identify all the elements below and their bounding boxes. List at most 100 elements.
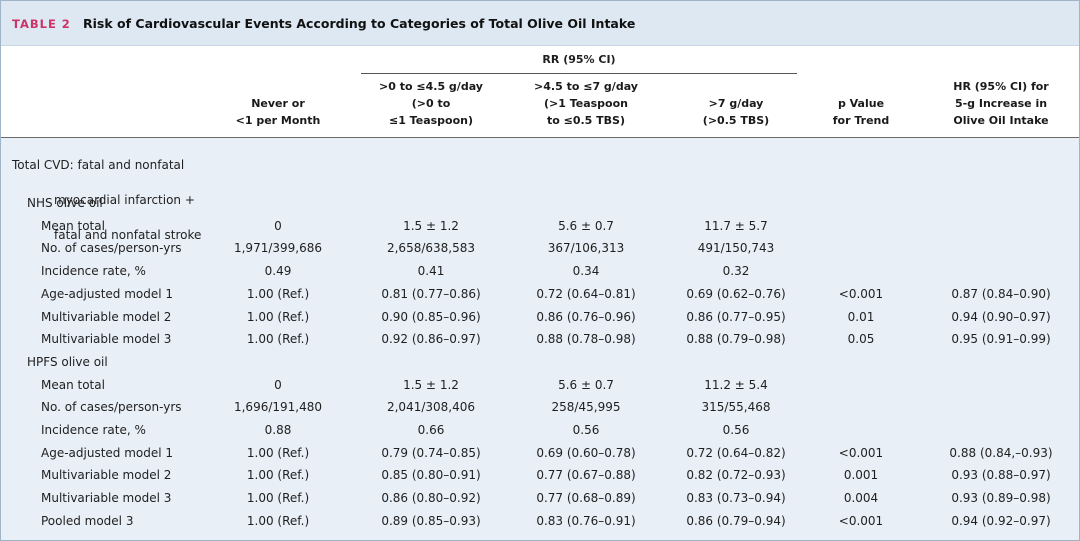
cell-mid: 5.6 ± 0.7 <box>558 377 614 392</box>
col-header-never: Never or <1 per Month <box>235 97 321 127</box>
cell-high: 491/150,743 <box>697 241 775 256</box>
table-row: Multivariable model 3 1.00 (Ref.) 0.86 (0.… <box>1 487 1079 510</box>
cell-mid: 0.77 (0.68–0.89) <box>536 491 636 506</box>
row-label: No. of cases/person-yrs <box>41 241 182 256</box>
table-row: Mean total 0 1.5 ± 1.2 5.6 ± 0.7 11.7 ± 5.7 <box>1 215 1079 238</box>
table-body <box>1 138 1079 540</box>
cell-high: 0.69 (0.62–0.76) <box>686 286 786 301</box>
outcome-label: Total CVD: fatal and nonfatal myocardial… <box>12 139 201 262</box>
section-header-nhs: NHS olive oil <box>1 192 1079 215</box>
cell-mid: 258/45,995 <box>551 400 621 415</box>
table-row: Multivariable model 2 1.00 (Ref.) 0.85 (0.… <box>1 464 1079 487</box>
cell-low: 0.86 (0.80–0.92) <box>381 491 481 506</box>
row-label: Multivariable model 3 <box>41 332 172 347</box>
cell-high: 0.32 <box>722 264 750 279</box>
cell-trend: <0.001 <box>838 513 884 528</box>
cell-low: 0.66 <box>417 423 445 437</box>
cell-never: 1.00 (Ref.) <box>246 309 310 324</box>
row-label: Age-adjusted model 1 <box>41 286 174 301</box>
cell-mid: 0.88 (0.78–0.98) <box>536 332 636 347</box>
row-label: Multivariable model 2 <box>41 309 172 324</box>
cell-low: 0.41 <box>417 264 445 279</box>
table-row: Incidence rate, % 0.88 0.66 0.56 0.56 <box>1 419 1079 442</box>
cell-never: 1.00 (Ref.) <box>246 286 310 301</box>
cell-low: 0.79 (0.74–0.85) <box>381 445 481 460</box>
cell-hr: 0.88 (0.84,–0.93) <box>949 445 1053 460</box>
cell-trend: 0.01 <box>847 309 875 324</box>
rr-group-header: RR (95% CI) <box>542 53 616 66</box>
section-label: NHS olive oil <box>27 196 103 210</box>
cell-never: 1.00 (Ref.) <box>246 491 310 506</box>
outcome-line-1: Total CVD: fatal and nonfatal <box>12 157 185 172</box>
col-header-mid: >4.5 to ≤7 g/day (>1 Teaspoon to ≤0.5 TB… <box>534 80 638 127</box>
table-header <box>1 46 1079 138</box>
cell-hr: 0.94 (0.92–0.97) <box>951 513 1051 528</box>
cell-high: 0.86 (0.77–0.95) <box>686 309 786 324</box>
cell-mid: 0.77 (0.67–0.88) <box>536 468 636 483</box>
cell-high: 0.83 (0.73–0.94) <box>686 491 786 506</box>
cell-hr: 0.95 (0.91–0.99) <box>951 332 1051 347</box>
cell-low: 0.92 (0.86–0.97) <box>381 332 481 347</box>
table-title: Risk of Cardiovascular Events According … <box>83 16 636 31</box>
cell-high: 0.56 <box>722 423 750 437</box>
table-row: Pooled model 3 1.00 (Ref.) 0.89 (0.85–0.93… <box>1 510 1079 533</box>
cell-trend: 0.05 <box>847 332 875 347</box>
cell-never: 0 <box>274 377 282 392</box>
cell-never: 0.88 <box>264 423 292 437</box>
cell-high: 0.88 (0.79–0.98) <box>686 332 786 347</box>
row-label: Age-adjusted model 1 <box>41 445 174 460</box>
cell-high: 0.72 (0.64–0.82) <box>686 445 786 460</box>
cell-low: 0.85 (0.80–0.91) <box>381 468 481 483</box>
section-label: HPFS olive oil <box>27 354 108 369</box>
row-label: Incidence rate, % <box>41 423 146 437</box>
cell-never: 1.00 (Ref.) <box>246 513 310 528</box>
cell-mid: 0.86 (0.76–0.96) <box>536 309 636 324</box>
table-row: No. of cases/person-yrs 1,696/191,480 2,04… <box>1 396 1079 419</box>
table-row: Multivariable model 2 1.00 (Ref.) 0.90 (0.… <box>1 306 1079 329</box>
cell-never: 1,971/399,686 <box>233 241 323 256</box>
cell-mid: 0.72 (0.64–0.81) <box>536 286 636 301</box>
cell-high: 11.2 ± 5.4 <box>704 377 768 392</box>
row-label: Mean total <box>41 377 105 392</box>
cell-never: 0.49 <box>264 264 292 279</box>
cell-high: 11.7 ± 5.7 <box>704 218 768 233</box>
cell-low: 2,041/308,406 <box>386 400 476 415</box>
row-label: Multivariable model 2 <box>41 468 172 483</box>
cell-never: 1.00 (Ref.) <box>246 445 310 460</box>
section-header-hpfs: HPFS olive oil <box>1 351 1079 374</box>
cell-high: 315/55,468 <box>701 400 771 415</box>
cell-never: 1.00 (Ref.) <box>246 332 310 347</box>
table-title-bar: TABLE 2 Risk of Cardiovascular Events Ac… <box>1 1 1079 46</box>
col-header-hr: HR (95% CI) for 5-g Increase in Olive Oi… <box>953 80 1049 127</box>
table-row: Incidence rate, % 0.49 0.41 0.34 0.32 <box>1 260 1079 283</box>
cell-low: 0.90 (0.85–0.96) <box>381 309 481 324</box>
row-label: No. of cases/person-yrs <box>41 400 182 415</box>
cell-never: 1,696/191,480 <box>233 400 323 415</box>
cell-trend: <0.001 <box>838 445 884 460</box>
table-row: Age-adjusted model 1 1.00 (Ref.) 0.81 (0.7… <box>1 283 1079 306</box>
outcome-line-3: fatal and nonfatal stroke <box>54 227 202 242</box>
cell-low: 0.89 (0.85–0.93) <box>381 513 481 528</box>
col-header-trend: p Value for Trend <box>832 97 890 127</box>
cell-trend: 0.004 <box>843 491 879 506</box>
cell-high: 0.86 (0.79–0.94) <box>686 513 786 528</box>
cell-hr: 0.93 (0.88–0.97) <box>951 468 1051 483</box>
table-row: Multivariable model 3 1.00 (Ref.) 0.92 (0.… <box>1 328 1079 351</box>
cell-low: 1.5 ± 1.2 <box>403 377 459 392</box>
cell-hr: 0.93 (0.89–0.98) <box>951 491 1051 506</box>
cell-mid: 0.34 <box>572 264 600 279</box>
rr-group-underline <box>361 73 797 74</box>
cell-hr: 0.94 (0.90–0.97) <box>951 309 1051 324</box>
cell-mid: 367/106,313 <box>547 241 625 256</box>
outcome-line-2: myocardial infarction + <box>54 192 195 207</box>
cell-mid: 0.69 (0.60–0.78) <box>536 445 636 460</box>
row-label: Incidence rate, % <box>41 264 146 279</box>
row-label: Mean total <box>41 218 105 233</box>
cell-never: 0 <box>274 218 282 233</box>
cell-low: 1.5 ± 1.2 <box>403 218 459 233</box>
cell-low: 2,658/638,583 <box>386 241 476 256</box>
cell-never: 1.00 (Ref.) <box>246 468 310 483</box>
cell-trend: 0.001 <box>843 468 879 483</box>
cell-mid: 5.6 ± 0.7 <box>558 218 614 233</box>
